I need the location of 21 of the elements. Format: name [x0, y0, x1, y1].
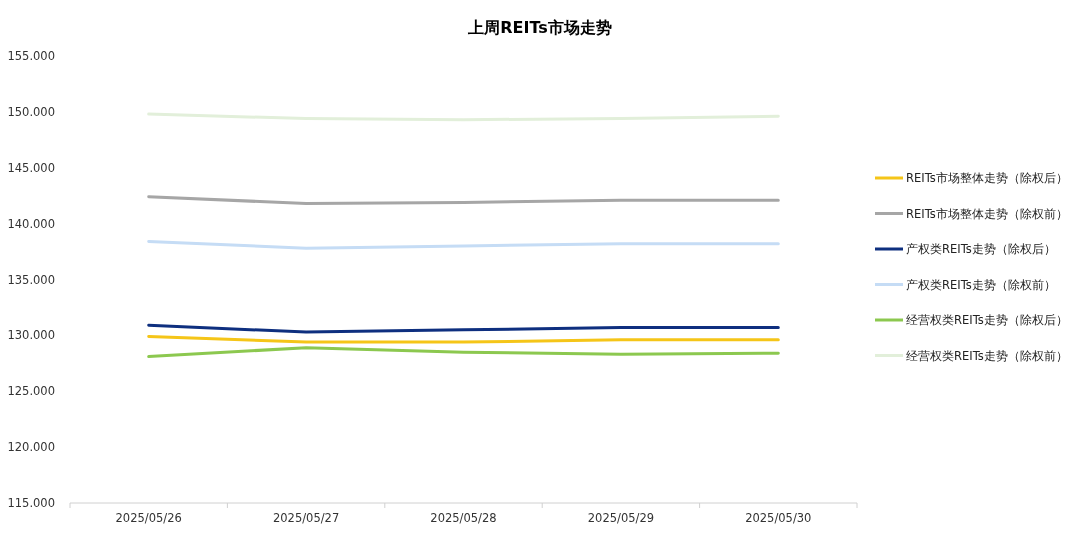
y-tick-label: 145.000 — [7, 160, 55, 175]
y-tick-label: 130.000 — [7, 328, 55, 343]
legend-label: REITs市场整体走势（除权前） — [906, 206, 1068, 221]
y-tick-label: 115.000 — [7, 496, 55, 510]
legend-label: 经营权类REITs走势（除权后） — [906, 313, 1068, 327]
legend-label: 产权类REITs走势（除权后） — [906, 242, 1056, 256]
y-tick-label: 135.000 — [7, 272, 55, 287]
y-tick-label: 120.000 — [7, 440, 55, 455]
x-tick-label: 2025/05/27 — [272, 511, 340, 525]
legend-label: 产权类REITs走势（除权前） — [906, 277, 1056, 292]
legend-label: 经营权类REITs走势（除权前） — [906, 348, 1068, 363]
x-tick-label: 2025/05/29 — [587, 511, 655, 525]
y-tick-label: 140.000 — [7, 216, 55, 231]
legend-label: REITs市场整体走势（除权后） — [906, 171, 1068, 185]
x-tick-label: 2025/05/26 — [115, 511, 182, 525]
x-tick-label: 2025/05/28 — [430, 511, 497, 525]
y-tick-label: 150.000 — [7, 104, 55, 119]
chart-title: 上周REITs市场走势 — [467, 18, 612, 37]
y-tick-label: 155.000 — [7, 49, 55, 63]
y-tick-label: 125.000 — [7, 384, 55, 399]
x-tick-label: 2025/05/30 — [745, 511, 812, 525]
